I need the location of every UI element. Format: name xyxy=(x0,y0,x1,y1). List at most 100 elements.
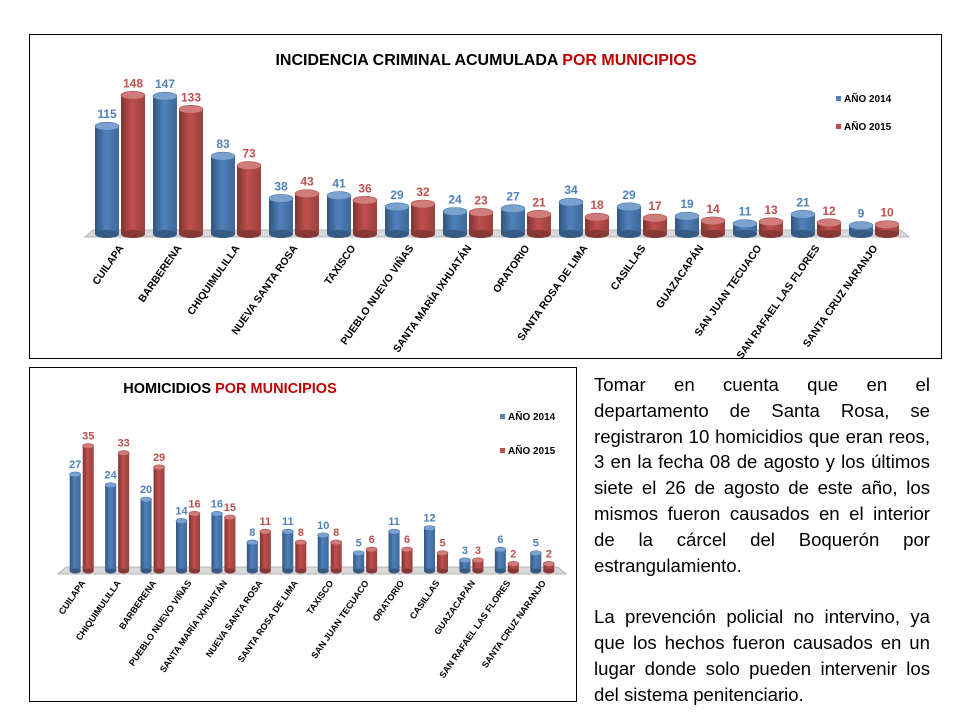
bar-2014 xyxy=(790,210,816,238)
chart-title: INCIDENCIA CRIMINAL ACUMULADA POR MUNICI… xyxy=(275,52,696,69)
data-label: 16 xyxy=(211,498,223,510)
bar-2015 xyxy=(178,105,204,238)
bar-2015 xyxy=(526,210,552,238)
bar-2015 xyxy=(436,550,449,574)
bar-2015 xyxy=(542,561,555,574)
data-label: 41 xyxy=(332,177,346,191)
category-label: SANTA CRUZ NARANJO xyxy=(480,578,548,669)
homicides-chart-panel: HOMICIDIOS POR MUNICIPIOS 27 35 CUILAPA 24 33… xyxy=(29,367,577,702)
bar-2015 xyxy=(816,218,842,238)
category-label: SANTA ROSA DE LIMA xyxy=(236,578,300,664)
category-label: CUILAPA xyxy=(90,242,126,287)
bar-2014 xyxy=(140,496,152,574)
data-label: 83 xyxy=(216,137,230,151)
data-label: 8 xyxy=(249,527,255,539)
category-label: CASILLAS xyxy=(609,243,649,293)
data-label: 23 xyxy=(474,193,488,207)
legend-label: AÑO 2015 xyxy=(844,120,892,133)
bar-2015 xyxy=(410,199,436,238)
data-label: 73 xyxy=(242,147,256,161)
legend-swatch xyxy=(836,124,841,129)
chart-floor xyxy=(56,566,568,575)
bar-2015 xyxy=(153,464,165,574)
bar-2014 xyxy=(674,211,700,238)
bar-2014 xyxy=(442,207,468,238)
criminal-incidence-chart-panel: INCIDENCIA CRIMINAL ACUMULADA POR MUNICI… xyxy=(29,34,942,360)
bar-2015 xyxy=(82,443,95,574)
data-label: 14 xyxy=(175,505,188,517)
category-label: PUEBLO NUEVO VIÑAS xyxy=(127,578,194,667)
bar-2014 xyxy=(732,219,758,238)
bar-2015 xyxy=(188,511,201,574)
data-label: 19 xyxy=(680,197,694,211)
data-label: 16 xyxy=(188,498,200,510)
data-label: 38 xyxy=(274,179,288,193)
data-label: 6 xyxy=(404,534,410,546)
data-label: 21 xyxy=(532,195,546,209)
data-label: 35 xyxy=(82,430,94,442)
bar-2015 xyxy=(874,220,900,238)
data-label: 11 xyxy=(739,205,752,219)
bar-2014 xyxy=(384,202,410,238)
bar-2014 xyxy=(494,546,507,574)
data-label: 27 xyxy=(69,459,81,471)
category-label: TAXISCO xyxy=(305,578,336,616)
bar-2015 xyxy=(259,528,272,574)
data-label: 3 xyxy=(475,545,481,557)
bar-2015 xyxy=(758,217,784,238)
legend-swatch xyxy=(500,448,505,453)
bar-2014 xyxy=(211,511,223,574)
bar-2014 xyxy=(352,550,365,574)
bar-2014 xyxy=(616,202,642,238)
legend-swatch xyxy=(500,414,505,419)
bar-2014 xyxy=(500,204,526,238)
data-label: 34 xyxy=(564,183,578,197)
bar-2014 xyxy=(69,471,82,574)
data-label: 10 xyxy=(317,520,329,532)
data-label: 115 xyxy=(97,107,117,121)
bar-2015 xyxy=(352,195,378,238)
data-label: 2 xyxy=(546,548,552,560)
data-label: 133 xyxy=(181,90,201,104)
data-label: 6 xyxy=(497,534,503,546)
data-label: 6 xyxy=(369,534,375,546)
data-label: 11 xyxy=(388,516,400,528)
data-label: 29 xyxy=(390,188,404,202)
data-label: 9 xyxy=(858,207,865,221)
bar-2015 xyxy=(507,561,520,574)
bar-2015 xyxy=(330,539,343,574)
bar-2014 xyxy=(459,557,471,574)
bar-2015 xyxy=(700,216,726,238)
data-label: 27 xyxy=(506,190,520,204)
data-label: 24 xyxy=(105,470,118,482)
category-label: CUILAPA xyxy=(57,578,88,616)
bar-2015 xyxy=(294,539,307,574)
category-label: SAN JUAN TECUACO xyxy=(692,243,764,339)
data-label: 2 xyxy=(510,548,516,560)
legend-label: AÑO 2014 xyxy=(508,410,556,423)
note-text-block: Tomar en cuenta que en el departamento d… xyxy=(594,372,930,707)
bar-2014 xyxy=(848,221,874,238)
bar-2015 xyxy=(584,212,610,238)
category-label: BARBERENA xyxy=(136,243,185,305)
data-label: 5 xyxy=(356,538,362,550)
bar-2015 xyxy=(468,208,494,238)
data-label: 21 xyxy=(796,195,810,209)
chart-floor xyxy=(83,229,911,238)
data-label: 8 xyxy=(333,527,339,539)
bar-2014 xyxy=(529,550,542,574)
data-label: 29 xyxy=(153,452,165,464)
bar-2014 xyxy=(326,191,352,238)
bar-2014 xyxy=(175,518,188,574)
bar-2015 xyxy=(294,189,320,238)
bar-2014 xyxy=(281,528,294,574)
bar-2014 xyxy=(423,525,436,574)
criminal-incidence-chart: INCIDENCIA CRIMINAL ACUMULADA POR MUNICI… xyxy=(83,52,911,360)
category-label: CHIQUIMULILLA xyxy=(185,243,243,318)
category-label: NUEVA SANTA ROSA xyxy=(229,243,300,338)
legend-label: AÑO 2015 xyxy=(508,444,556,457)
data-label: 148 xyxy=(123,76,143,90)
data-label: 13 xyxy=(764,203,778,217)
data-label: 14 xyxy=(706,202,720,216)
bar-2015 xyxy=(365,546,378,574)
